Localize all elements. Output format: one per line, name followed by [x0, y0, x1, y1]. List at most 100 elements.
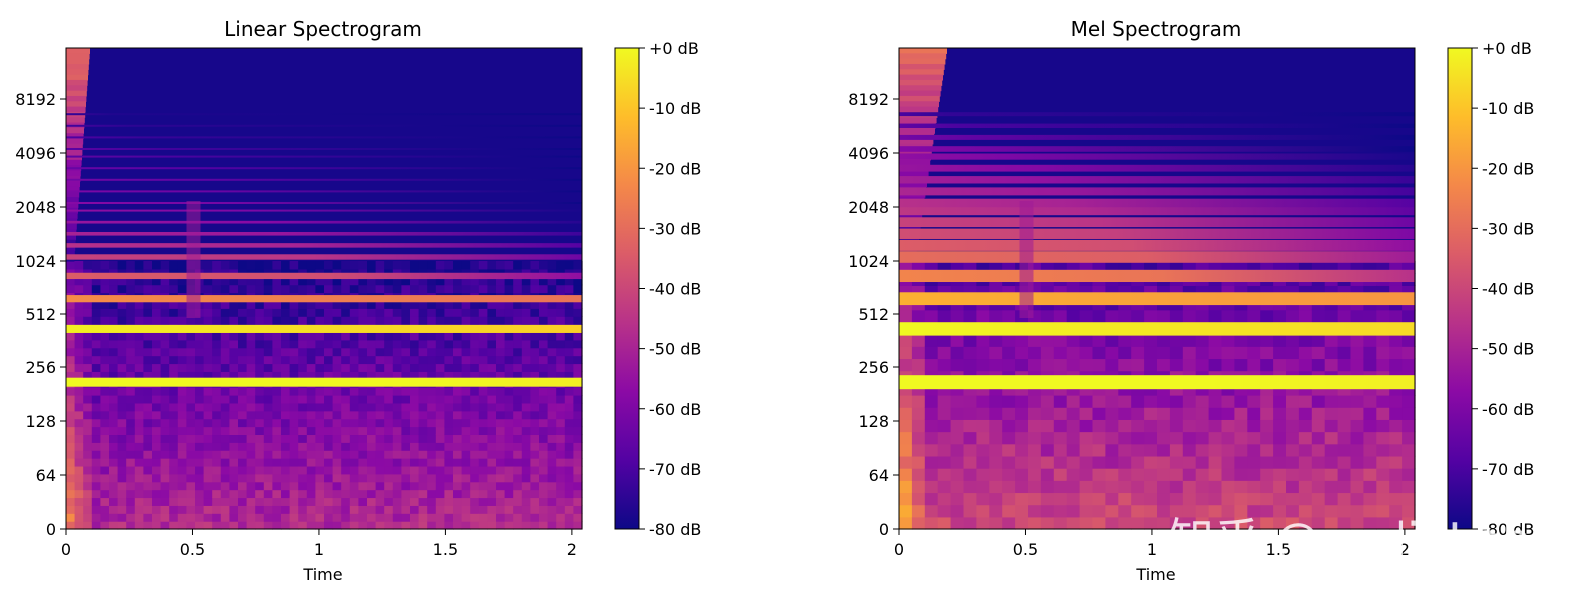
heatmap-cell [238, 410, 248, 420]
heatmap-cell [401, 489, 411, 499]
heatmap-cell [358, 347, 368, 357]
heatmap-cell [229, 402, 239, 412]
heatmap-cell [1389, 346, 1403, 360]
heatmap-cell [521, 450, 531, 459]
heatmap-cell [418, 465, 428, 475]
heatmap-cell [1208, 504, 1223, 518]
heatmap-cell [950, 346, 965, 360]
heatmap-cell [564, 363, 574, 372]
heatmap-cell [392, 513, 402, 522]
heatmap-cell [401, 521, 411, 530]
onset-smear [66, 239, 76, 246]
heatmap-cell [1298, 492, 1313, 506]
heatmap-cell [229, 489, 239, 499]
heatmap-cell [547, 434, 557, 443]
heatmap-cell [1066, 334, 1081, 347]
heatmap-cell [573, 410, 583, 420]
heatmap-cell [255, 300, 265, 309]
harmonic-line [66, 167, 582, 170]
heatmap-cell [384, 395, 394, 404]
harmonic-line [66, 155, 582, 158]
heatmap-cell [186, 481, 196, 491]
heatmap-cell [384, 434, 394, 443]
heatmap-cell [100, 308, 110, 317]
heatmap-cell [487, 347, 497, 357]
heatmap-cell [367, 458, 377, 467]
heatmap-cell [100, 316, 110, 325]
heatmap-cell [358, 284, 368, 294]
heatmap-cell [470, 513, 480, 522]
heatmap-cell [1337, 346, 1352, 360]
heatmap-cell [91, 426, 101, 436]
heatmap-cell [556, 473, 566, 483]
heatmap-cell [539, 363, 549, 372]
heatmap-cell [298, 497, 308, 506]
heatmap-cell [1028, 480, 1042, 494]
heatmap-cell [358, 355, 368, 365]
heatmap-cell [341, 316, 351, 325]
onset-smear [66, 186, 80, 193]
heatmap-cell [117, 521, 127, 530]
heatmap-cell [444, 308, 454, 317]
heatmap-cell [306, 402, 316, 412]
heatmap-cell [963, 516, 977, 530]
heatmap-cell [1195, 395, 1210, 408]
heatmap-cell [341, 497, 351, 506]
heatmap-cell [899, 504, 913, 518]
heatmap-cell [74, 355, 84, 365]
heatmap-cell [1324, 419, 1339, 433]
heatmap-cell [539, 284, 549, 294]
heatmap-cell [306, 395, 316, 404]
heatmap-cell [298, 418, 308, 428]
heatmap-cell [1002, 395, 1016, 408]
onset-smear [899, 213, 923, 219]
heatmap-cell [453, 489, 463, 499]
heatmap-cell [169, 458, 179, 467]
heatmap-cell [989, 480, 1003, 494]
heatmap-cell [461, 521, 471, 530]
heatmap-cell [1311, 443, 1326, 457]
heatmap-cell [195, 363, 205, 372]
heatmap-cell [1350, 431, 1364, 445]
heatmap-cell [229, 434, 239, 443]
heatmap-cell [401, 276, 411, 286]
heatmap-cell [937, 334, 952, 347]
heatmap-cell [950, 419, 965, 433]
heatmap-cell [1234, 334, 1248, 347]
heatmap-cell [384, 331, 394, 341]
heatmap-cell [298, 395, 308, 404]
heatmap-cell [324, 513, 334, 522]
heatmap-cell [1066, 419, 1081, 433]
heatmap-cell [1157, 358, 1171, 372]
heatmap-cell [513, 473, 523, 483]
heatmap-cell [91, 402, 101, 412]
heatmap-cell [281, 308, 291, 317]
heatmap-cell [100, 489, 110, 499]
heatmap-cell [1221, 480, 1235, 494]
heatmap-cell [963, 407, 977, 420]
heatmap-cell [281, 339, 291, 349]
heatmap-cell [289, 316, 299, 325]
heatmap-cell [143, 450, 153, 459]
heatmap-cell [444, 442, 454, 451]
heatmap-cell [117, 497, 127, 506]
heatmap-cell [298, 458, 308, 467]
heatmap-cell [152, 261, 162, 270]
heatmap-cell [384, 308, 394, 317]
heatmap-cell [461, 261, 471, 270]
heatmap-cell [186, 442, 196, 451]
heatmap-cell [255, 284, 265, 294]
heatmap-cell [83, 410, 93, 420]
heatmap-cell [272, 331, 282, 341]
heatmap-cell [963, 504, 977, 518]
heatmap-cell [496, 521, 506, 530]
heatmap-cell [1131, 516, 1145, 530]
heatmap-cell [573, 300, 583, 309]
heatmap-cell [410, 426, 420, 436]
heatmap-cell [1118, 334, 1132, 347]
heatmap-cell [117, 426, 127, 436]
heatmap-cell [513, 505, 523, 514]
heatmap-cell [547, 339, 557, 349]
heatmap-cell [444, 347, 454, 357]
heatmap-cell [203, 521, 213, 530]
